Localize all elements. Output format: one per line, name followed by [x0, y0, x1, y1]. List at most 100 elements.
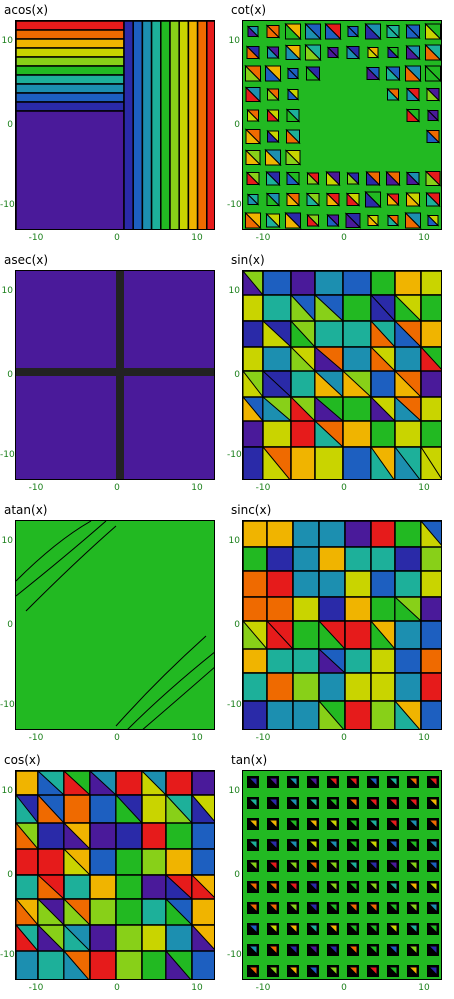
acos-ytick-bot: -10 — [0, 200, 15, 210]
cot-cell-triangle — [387, 46, 400, 58]
cos-cell — [115, 822, 143, 850]
sin-cell — [262, 271, 292, 296]
cot-cell-triangle — [327, 213, 340, 227]
tan-cell-triangle — [407, 945, 418, 956]
tan-cell-triangle — [347, 777, 358, 788]
cos-cell — [115, 898, 143, 926]
tan-cell-triangle — [347, 840, 358, 851]
acos-ytick-mid: 0 — [7, 120, 13, 130]
acos-stripe-h — [16, 29, 125, 40]
cot-cell-triangle — [306, 65, 321, 81]
cos-cell — [89, 924, 117, 952]
tan-cell-triangle — [307, 798, 318, 809]
tan-cell-triangle — [247, 840, 258, 851]
sinc-cell — [243, 700, 268, 729]
tan-cell-triangle — [327, 840, 338, 851]
cot-cell-triangle — [265, 64, 282, 82]
sinc-xtick-mid: 0 — [341, 733, 347, 743]
acos-stripe-h — [16, 83, 125, 94]
sin-cell — [314, 446, 344, 479]
atan-contour — [16, 521, 92, 582]
sin-cell — [370, 370, 396, 398]
tan-cell-triangle — [267, 945, 278, 956]
sinc-xtick-right: 10 — [418, 733, 430, 743]
cot-cell-triangle — [386, 65, 401, 81]
sin-panel: sin(x) 10 0 -10 -10 0 10 — [227, 250, 454, 500]
sin-xtick-right: 10 — [418, 483, 430, 493]
tan-plot — [242, 770, 442, 980]
sin-cell — [370, 271, 396, 296]
cos-cell — [141, 822, 167, 850]
tan-title: tan(x) — [231, 753, 268, 767]
tan-cell-triangle — [367, 903, 378, 914]
cot-ytick-bot: -10 — [227, 200, 242, 210]
asec-xtick-mid: 0 — [114, 483, 120, 493]
sinc-cell — [420, 700, 441, 729]
cot-cell-triangle — [345, 212, 362, 228]
sinc-cell — [370, 570, 396, 598]
cot-cell-triangle — [267, 129, 280, 143]
asec-xtick-left: -10 — [28, 483, 44, 493]
sin-cell — [420, 370, 441, 398]
tan-cell-triangle — [287, 777, 298, 788]
sin-cell — [342, 346, 372, 372]
tan-cell-triangle — [347, 945, 358, 956]
tan-cell-triangle — [267, 777, 278, 788]
sinc-cell — [243, 672, 268, 702]
sin-cell-triangle — [262, 445, 291, 479]
cos-xtick-mid: 0 — [114, 983, 120, 993]
cot-cell-triangle — [427, 109, 440, 121]
sinc-cell — [344, 521, 372, 548]
tan-cell-triangle — [267, 840, 278, 851]
tan-cell-triangle — [347, 798, 358, 809]
tan-cell-triangle — [387, 840, 398, 851]
cot-cell-triangle — [247, 108, 260, 122]
acos-xtick-mid: 0 — [114, 233, 120, 243]
asec-ytick-bot: -10 — [0, 450, 15, 460]
sinc-cell — [243, 648, 268, 674]
cos-cell-triangle — [63, 949, 89, 979]
sinc-cell-triangle — [318, 699, 344, 729]
tan-cell-triangle — [327, 819, 338, 830]
cot-cell-triangle — [285, 22, 302, 40]
atan-ytick-bot: -10 — [0, 700, 15, 710]
cos-cell — [165, 924, 193, 952]
sin-cell — [394, 420, 422, 448]
cot-cell-triangle — [365, 190, 382, 208]
cot-cell-triangle — [367, 46, 380, 58]
tan-cell-triangle — [247, 798, 258, 809]
tan-cell-triangle — [247, 924, 258, 935]
acos-xtick-right: 10 — [191, 233, 203, 243]
tan-cell-triangle — [427, 798, 438, 809]
sin-cell — [243, 346, 264, 372]
cot-cell-triangle — [285, 149, 302, 165]
sin-ytick-mid: 0 — [234, 370, 240, 380]
acos-panel: acos(x) 10 0 -10 -10 0 10 — [0, 0, 227, 250]
tan-cell-triangle — [307, 945, 318, 956]
tan-cell-triangle — [367, 882, 378, 893]
tan-cell-triangle — [347, 903, 358, 914]
sinc-cell — [394, 672, 422, 702]
sinc-ytick-bot: -10 — [227, 700, 242, 710]
tan-cell-triangle — [367, 966, 378, 977]
tan-cell-triangle — [267, 924, 278, 935]
sinc-cell — [370, 700, 396, 729]
cot-cell-triangle — [245, 128, 262, 144]
acos-title: acos(x) — [4, 3, 49, 17]
tan-cell-triangle — [427, 903, 438, 914]
cos-cell — [63, 794, 91, 824]
cot-cell-triangle — [405, 211, 422, 229]
tan-cell-triangle — [427, 840, 438, 851]
sinc-cell — [370, 672, 396, 702]
acos-stripe-h — [16, 92, 125, 103]
cos-cell — [115, 950, 143, 979]
sinc-cell — [394, 620, 422, 650]
tan-cell-triangle — [387, 882, 398, 893]
cot-cell-triangle — [425, 170, 441, 186]
tan-cell-triangle — [287, 819, 298, 830]
sin-cell — [394, 271, 422, 296]
sin-plot — [242, 270, 442, 480]
tan-cell-triangle — [387, 945, 398, 956]
tan-cell-triangle — [427, 861, 438, 872]
sin-cell-triangle — [370, 445, 395, 479]
